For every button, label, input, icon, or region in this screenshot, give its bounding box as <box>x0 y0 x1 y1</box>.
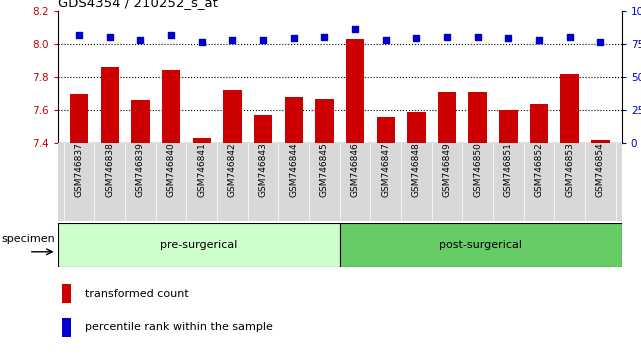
Point <box>534 37 544 42</box>
Bar <box>70 93 88 143</box>
Bar <box>376 117 395 143</box>
Bar <box>560 74 579 143</box>
Point <box>135 37 146 42</box>
Point <box>166 32 176 37</box>
Point <box>565 34 575 40</box>
Bar <box>530 104 548 143</box>
Bar <box>58 223 340 267</box>
Bar <box>407 112 426 143</box>
Text: GDS4354 / 210252_s_at: GDS4354 / 210252_s_at <box>58 0 217 10</box>
Bar <box>591 140 610 143</box>
Bar <box>254 115 272 143</box>
Text: transformed count: transformed count <box>85 289 188 299</box>
Point <box>442 34 452 40</box>
Bar <box>223 90 242 143</box>
Text: percentile rank within the sample: percentile rank within the sample <box>85 322 272 332</box>
Bar <box>346 39 364 143</box>
Point <box>228 37 238 42</box>
Point <box>350 26 360 32</box>
Point <box>74 32 84 37</box>
Point <box>104 34 115 40</box>
Point <box>412 36 422 41</box>
Bar <box>101 67 119 143</box>
Point <box>288 36 299 41</box>
Point <box>472 34 483 40</box>
Point <box>503 36 513 41</box>
Point <box>595 40 606 45</box>
Bar <box>438 92 456 143</box>
Bar <box>62 284 71 303</box>
Bar <box>62 318 71 337</box>
Point <box>381 37 391 42</box>
Bar <box>162 70 180 143</box>
Text: post-surgerical: post-surgerical <box>439 240 522 250</box>
Point <box>258 37 268 42</box>
Point <box>319 34 329 40</box>
Bar <box>469 92 487 143</box>
Bar <box>131 100 149 143</box>
Point <box>197 40 207 45</box>
Bar <box>340 223 622 267</box>
Text: pre-surgerical: pre-surgerical <box>160 240 237 250</box>
Text: specimen: specimen <box>1 234 55 244</box>
Bar <box>499 110 517 143</box>
Bar <box>315 98 333 143</box>
Bar <box>192 138 211 143</box>
Bar <box>285 97 303 143</box>
